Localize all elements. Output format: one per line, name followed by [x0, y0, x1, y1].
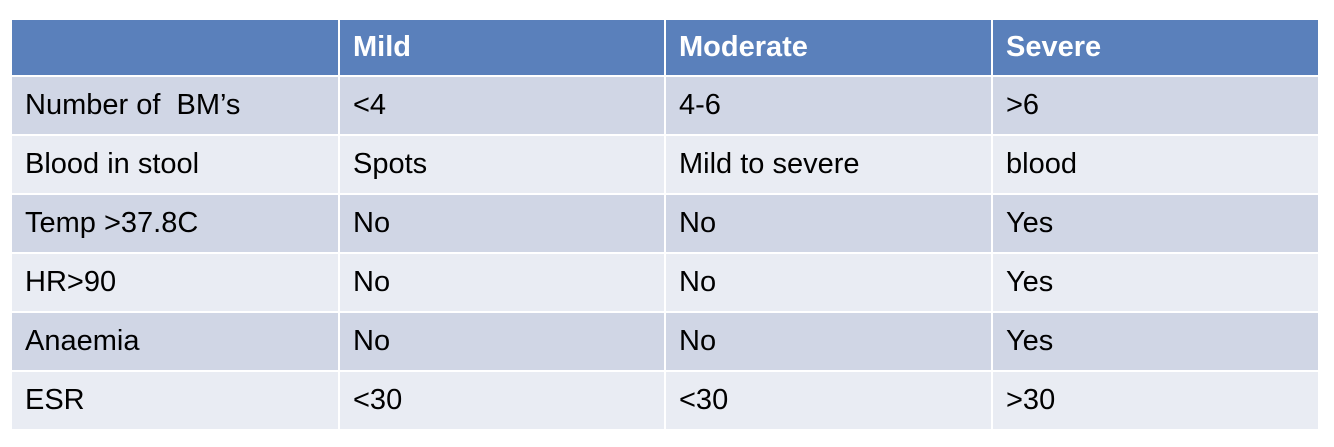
table-cell: No: [664, 252, 993, 313]
table-wrapper: Mild Moderate Severe Number of BM’s <4 4-6 >6…: [12, 20, 1318, 431]
table-row: HR>90 No No Yes: [12, 252, 1318, 313]
table-row: Number of BM’s <4 4-6 >6: [12, 75, 1318, 136]
header-cell: Mild: [338, 20, 666, 77]
table-cell: Yes: [991, 193, 1318, 254]
table-cell: <30: [338, 370, 666, 431]
table-cell: No: [664, 311, 993, 372]
header-cell: Moderate: [664, 20, 993, 77]
table-cell: Mild to severe: [664, 134, 993, 195]
table-cell: blood: [991, 134, 1318, 195]
header-corner: [12, 20, 340, 77]
table-row: Temp >37.8C No No Yes: [12, 193, 1318, 254]
table-row: ESR <30 <30 >30: [12, 370, 1318, 431]
table-cell: No: [338, 193, 666, 254]
header-cell: Severe: [991, 20, 1318, 77]
table-cell: No: [338, 252, 666, 313]
table-cell: <4: [338, 75, 666, 136]
row-label: Blood in stool: [12, 134, 340, 195]
table-cell: >30: [991, 370, 1318, 431]
table-cell: No: [338, 311, 666, 372]
table-cell: Yes: [991, 252, 1318, 313]
row-label: ESR: [12, 370, 340, 431]
header-row: Mild Moderate Severe: [12, 20, 1318, 77]
row-label: Temp >37.8C: [12, 193, 340, 254]
severity-table: Mild Moderate Severe Number of BM’s <4 4-6 >6…: [12, 20, 1318, 431]
table-cell: No: [664, 193, 993, 254]
table-cell: >6: [991, 75, 1318, 136]
row-label: Number of BM’s: [12, 75, 340, 136]
table-body: Number of BM’s <4 4-6 >6 Blood in stool Spots…: [12, 75, 1318, 431]
table-row: Blood in stool Spots Mild to severe blood: [12, 134, 1318, 195]
row-label: HR>90: [12, 252, 340, 313]
row-label: Anaemia: [12, 311, 340, 372]
table-cell: <30: [664, 370, 993, 431]
table-row: Anaemia No No Yes: [12, 311, 1318, 372]
table-cell: Spots: [338, 134, 666, 195]
table-cell: 4-6: [664, 75, 993, 136]
table-cell: Yes: [991, 311, 1318, 372]
